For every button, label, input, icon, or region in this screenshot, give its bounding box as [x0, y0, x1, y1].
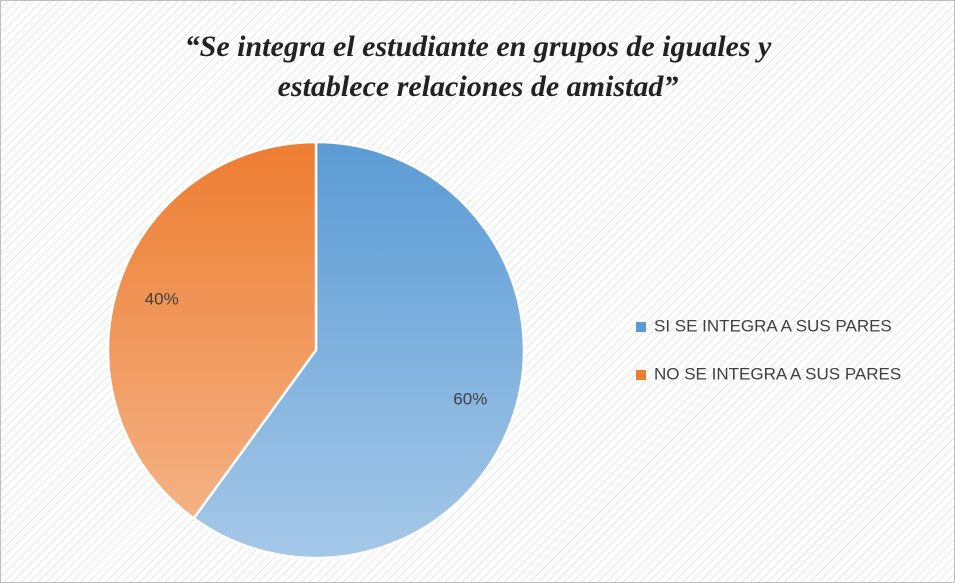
legend-swatch	[636, 322, 646, 332]
legend-swatch	[636, 370, 646, 380]
chart-title: establece relaciones de amistad”	[278, 70, 679, 103]
chart-title: “Se integra el estudiante en grupos de i…	[185, 30, 772, 63]
pie-slice	[106, 140, 318, 521]
legend-label: SI SE INTEGRA A SUS PARES	[654, 316, 892, 335]
legend-label: NO SE INTEGRA A SUS PARES	[654, 364, 901, 383]
data-label: 40%	[145, 289, 179, 308]
data-label: 60%	[453, 390, 487, 409]
pie-slice	[191, 140, 526, 560]
